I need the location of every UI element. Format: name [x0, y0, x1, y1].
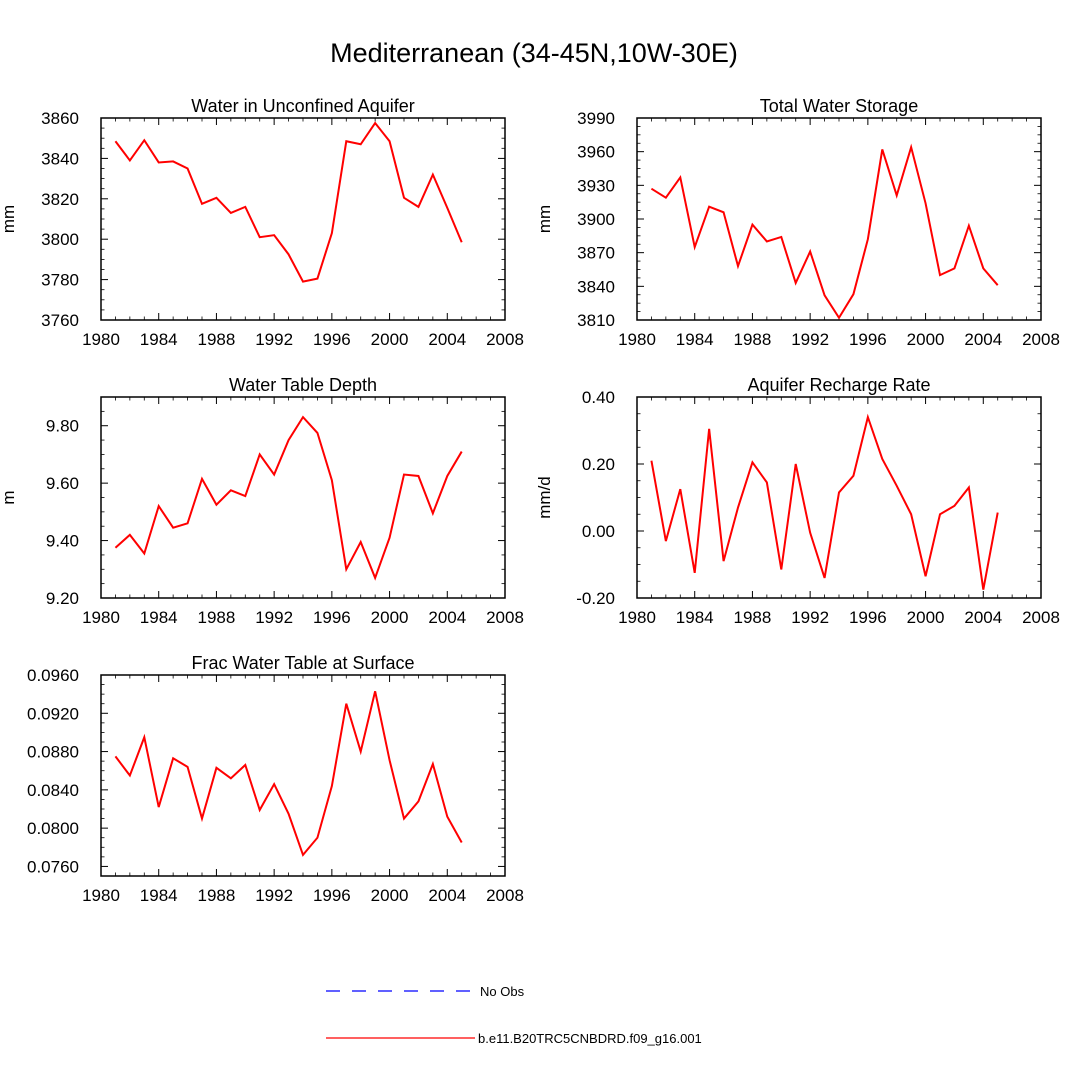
chart-3-plot-frame	[100, 396, 506, 599]
figure-title: Mediterranean (34-45N,10W-30E)	[330, 38, 738, 68]
chart-3-xtick-label-2000: 2000	[371, 608, 409, 627]
chart-4-xtick-label-1984: 1984	[676, 608, 714, 627]
chart-4-ytick-label-0: -0.20	[576, 589, 615, 608]
chart-1-xtick-label-1996: 1996	[313, 330, 351, 349]
chart-3-xtick-label-1984: 1984	[140, 608, 178, 627]
chart-2-ylabel: mm	[535, 205, 554, 233]
chart-5-xtick-label-2000: 2000	[371, 886, 409, 905]
chart-1-ytick-label-4: 3840	[41, 149, 79, 168]
chart-3-xtick-label-2008: 2008	[486, 608, 524, 627]
chart-3-ytick-label-0: 9.20	[46, 589, 79, 608]
chart-1-title: Water in Unconfined Aquifer	[191, 96, 414, 116]
panel-total-water-storage: Total Water Storage 1980 1984 1988 1992 1996 2…	[535, 96, 1060, 349]
chart-2-ytick-label-3: 3900	[577, 210, 615, 229]
chart-2-ytick-label-6: 3990	[577, 109, 615, 128]
panel-frac-water-table-at-surface: Frac Water Table at Surface 1980 1984 1988 1…	[27, 653, 524, 905]
chart-1-plot-frame	[100, 117, 506, 321]
chart-4-xtick-label-1988: 1988	[734, 608, 772, 627]
chart-5-series-b-e11-b20trc5cnbdrd-f09-g16-001	[114, 691, 463, 857]
chart-2-xtick-label-2008: 2008	[1022, 330, 1060, 349]
chart-1-ylabel: mm	[0, 205, 18, 233]
legend-label-model: b.e11.B20TRC5CNBDRD.f09_g16.001	[478, 1031, 702, 1046]
chart-2-xtick-label-1992: 1992	[791, 330, 829, 349]
chart-3-ytick-label-3: 9.80	[46, 417, 79, 436]
chart-2-xtick-label-1980: 1980	[618, 330, 656, 349]
chart-5-ytick-label-2: 0.0840	[27, 781, 79, 800]
chart-3-xtick-label-1988: 1988	[198, 608, 236, 627]
chart-2-xtick-label-1996: 1996	[849, 330, 887, 349]
chart-5-xtick-label-1992: 1992	[255, 886, 293, 905]
chart-5-xtick-label-1996: 1996	[313, 886, 351, 905]
chart-3-ytick-label-2: 9.60	[46, 474, 79, 493]
chart-5-xtick-label-2004: 2004	[428, 886, 466, 905]
chart-4-xtick-label-2004: 2004	[964, 608, 1002, 627]
chart-5-ytick-label-3: 0.0880	[27, 743, 79, 762]
chart-1-ytick-label-0: 3760	[41, 311, 79, 330]
chart-1-xtick-label-1984: 1984	[140, 330, 178, 349]
chart-4-ylabel: mm/d	[535, 476, 554, 519]
chart-5-ytick-label-1: 0.0800	[27, 819, 79, 838]
chart-4-xtick-label-2008: 2008	[1022, 608, 1060, 627]
chart-2-ytick-label-0: 3810	[577, 311, 615, 330]
chart-5-ytick-label-0: 0.0760	[27, 857, 79, 876]
chart-2-xtick-label-1984: 1984	[676, 330, 714, 349]
chart-1-ytick-label-1: 3780	[41, 271, 79, 290]
chart-1-ytick-label-3: 3820	[41, 190, 79, 209]
chart-2-plot-frame	[636, 117, 1042, 321]
chart-4-ytick-label-2: 0.20	[582, 455, 615, 474]
panel-water-in-unconfined-aquifer: Water in Unconfined Aquifer 1980 1984 1988 1…	[0, 96, 524, 349]
chart-4-series-b-e11-b20trc5cnbdrd-f09-g16-001	[650, 413, 999, 590]
chart-4-ytick-label-1: 0.00	[582, 522, 615, 541]
chart-2-ytick-label-4: 3930	[577, 176, 615, 195]
chart-5-ytick-label-4: 0.0920	[27, 704, 79, 723]
chart-4-ytick-label-3: 0.40	[582, 388, 615, 407]
chart-2-ytick-label-2: 3870	[577, 244, 615, 263]
chart-3-series-b-e11-b20trc5cnbdrd-f09-g16-001	[114, 415, 463, 581]
chart-5-ytick-label-5: 0.0960	[27, 666, 79, 685]
chart-5-xtick-label-1988: 1988	[198, 886, 236, 905]
chart-5-xtick-label-2008: 2008	[486, 886, 524, 905]
chart-5-plot-frame	[100, 674, 506, 877]
chart-3-title: Water Table Depth	[229, 375, 377, 395]
chart-1-xtick-label-2008: 2008	[486, 330, 524, 349]
chart-2-ytick-label-5: 3960	[577, 143, 615, 162]
chart-3-ylabel: m	[0, 490, 18, 504]
chart-1-xtick-label-2000: 2000	[371, 330, 409, 349]
chart-1-ytick-label-5: 3860	[41, 109, 79, 128]
chart-1-series-b-e11-b20trc5cnbdrd-f09-g16-001	[114, 121, 463, 283]
chart-3-ytick-label-1: 9.40	[46, 532, 79, 551]
chart-2-xtick-label-2000: 2000	[907, 330, 945, 349]
chart-4-xtick-label-1980: 1980	[618, 608, 656, 627]
panel-water-table-depth: Water Table Depth 1980 1984 1988 1992 1996 200…	[0, 375, 524, 627]
chart-4-xtick-label-1992: 1992	[791, 608, 829, 627]
chart-4-xtick-label-2000: 2000	[907, 608, 945, 627]
chart-4-xtick-label-1996: 1996	[849, 608, 887, 627]
chart-2-xtick-label-2004: 2004	[964, 330, 1002, 349]
chart-1-xtick-label-1992: 1992	[255, 330, 293, 349]
chart-4-title: Aquifer Recharge Rate	[747, 375, 930, 395]
chart-3-xtick-label-2004: 2004	[428, 608, 466, 627]
chart-2-ytick-label-1: 3840	[577, 277, 615, 296]
chart-2-title: Total Water Storage	[760, 96, 918, 116]
chart-5-xtick-label-1980: 1980	[82, 886, 120, 905]
chart-1-ytick-label-2: 3800	[41, 230, 79, 249]
chart-2-xtick-label-1988: 1988	[734, 330, 772, 349]
legend: No Obs b.e11.B20TRC5CNBDRD.f09_g16.001	[326, 984, 702, 1046]
chart-3-xtick-label-1996: 1996	[313, 608, 351, 627]
chart-5-title: Frac Water Table at Surface	[191, 653, 414, 673]
chart-3-xtick-label-1980: 1980	[82, 608, 120, 627]
legend-label-no-obs: No Obs	[480, 984, 525, 999]
chart-1-xtick-label-2004: 2004	[428, 330, 466, 349]
chart-1-xtick-label-1980: 1980	[82, 330, 120, 349]
chart-1-xtick-label-1988: 1988	[198, 330, 236, 349]
chart-2-series-b-e11-b20trc5cnbdrd-f09-g16-001	[650, 143, 999, 320]
chart-3-xtick-label-1992: 1992	[255, 608, 293, 627]
panel-aquifer-recharge-rate: Aquifer Recharge Rate 1980 1984 1988 1992 199…	[535, 375, 1060, 627]
chart-5-xtick-label-1984: 1984	[140, 886, 178, 905]
